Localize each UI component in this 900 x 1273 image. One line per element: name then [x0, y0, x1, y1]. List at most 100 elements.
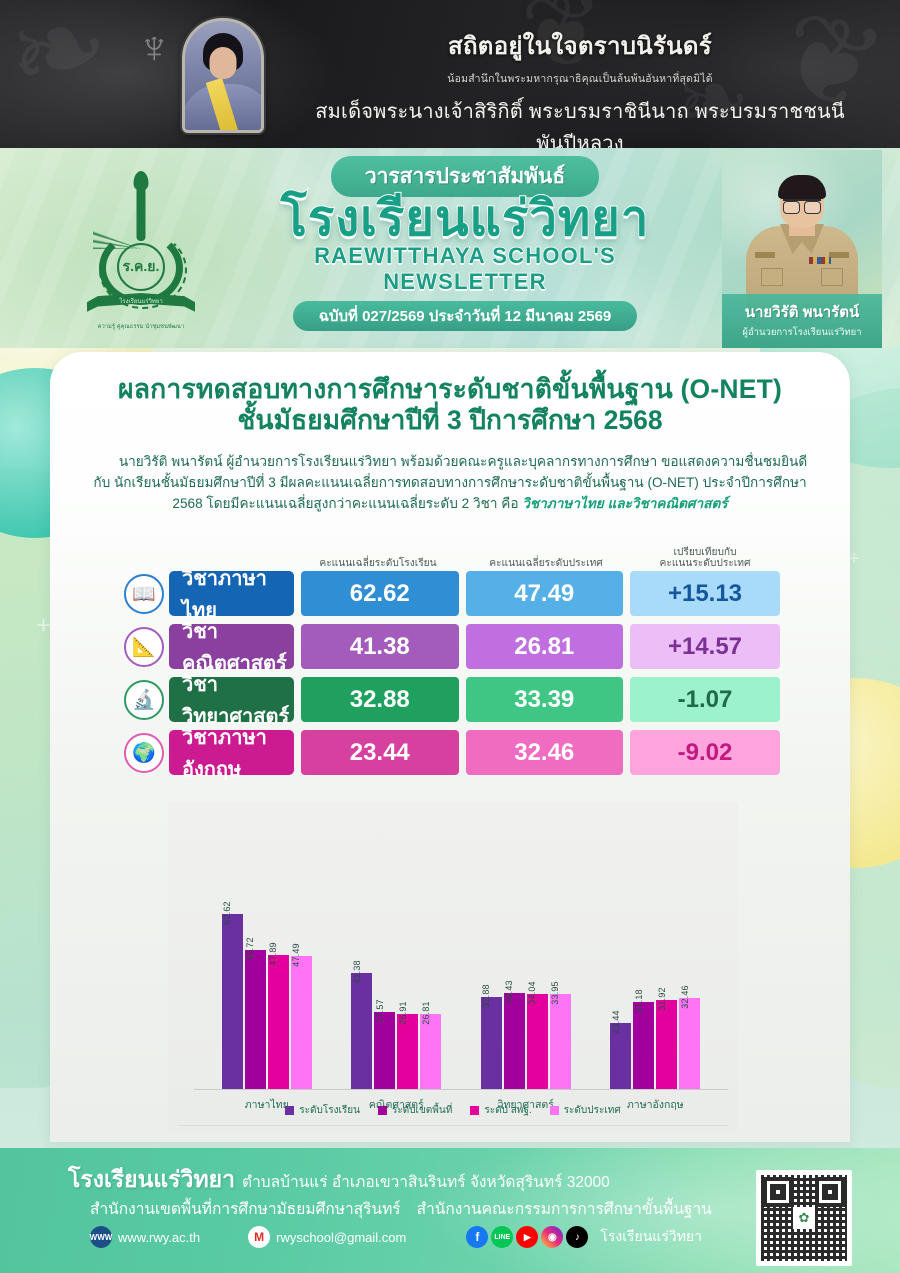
footer-office-2: สำนักงานคณะกรรมการการศึกษาขั้นพื้นฐาน [416, 1201, 712, 1218]
footer-contacts: WWW www.rwy.ac.th M rwyschool@gmail.com … [90, 1226, 702, 1248]
banner-title-english: RAEWITTHAYA SCHOOL'S NEWSLETTER [313, 242, 616, 294]
chart-category-label: วิทยาศาสตร์ [497, 1099, 554, 1111]
table-row: 📖 วิชาภาษาไทย 62.62 47.49 +15.13 [124, 568, 780, 622]
director-name: นายวิรัติ พนารัตน์ [744, 304, 860, 321]
chart-plot-area: 62.62 49.72 47.89 47.49 ภาษาไทย 41.38 27.57 26.… [202, 849, 721, 1111]
legend-item: ระดับเขตพื้นที่ [377, 1103, 452, 1118]
chart-bar: 26.81 [420, 1001, 442, 1089]
director-nameplate: นายวิรัติ พนารัตน์ ผู้อำนวยการโรงเรียนแร… [722, 294, 882, 348]
bar-value-label: 47.89 [268, 942, 279, 966]
ornament-flourish-icon: ❧ [0, 0, 122, 126]
chart-bar: 32.46 [679, 985, 701, 1089]
headline-line-2: ชั้นมัธยมศึกษาปีที่ 3 ปีการศึกษา 2568 [237, 405, 663, 436]
emblem-motto: ความรู้ คู่คุณธรรม นำชุมชนพัฒนา [97, 324, 185, 330]
chart-legend: ระดับโรงเรียน ระดับเขตพื้นที่ ระดับ สพฐ. ระ… [168, 1103, 738, 1118]
school-score: 32.88 [301, 677, 459, 722]
footer-offices: สำนักงานเขตพื้นที่การศึกษามัธยมศึกษาสุริ… [90, 1196, 728, 1221]
director-photo-card: นายวิรัติ พนารัตน์ ผู้อำนวยการโรงเรียนแร… [722, 150, 882, 348]
tiktok-icon[interactable]: ♪ [566, 1226, 589, 1248]
royal-line-3: สมเด็จพระนางเจ้าสิริกิติ์ พระบรมราชินีนา… [315, 101, 845, 148]
page-title: ผลการทดสอบทางการศึกษาระดับชาติขั้นพื้นฐา… [50, 374, 850, 437]
legend-swatch [377, 1106, 387, 1115]
footer-address: ตำบลบ้านแร่ อำเภอเขวาสินรินทร์ จังหวัดสุ… [242, 1174, 610, 1191]
open-book-thai-flag-icon: 📖 [124, 573, 164, 614]
subject-name: วิชาวิทยาศาสตร์ [169, 674, 294, 728]
table-row: 📐 วิชาคณิตศาสตร์ 41.38 26.81 +14.57 [124, 621, 780, 675]
bar-value-label: 34.04 [527, 980, 538, 1005]
school-emblem-logo: ร.ค.ย. โรงเรียนแร่วิทยา ความรู้ คู่คุณธร… [82, 162, 200, 334]
subject-name: วิชาคณิตศาสตร์ [169, 621, 294, 675]
paragraph-text: นายวิรัติ พนารัตน์ ผู้อำนวยการโรงเรียนแร… [93, 453, 808, 511]
facebook-icon[interactable]: f [466, 1226, 489, 1248]
legend-label: ระดับประเทศ [563, 1105, 621, 1116]
legend-swatch [285, 1106, 295, 1115]
compass-calculator-icon: 📐 [124, 626, 164, 667]
national-score: 33.39 [465, 677, 623, 722]
bar-value-label: 34.43 [504, 979, 515, 1004]
chart-group: 23.44 31.18 31.92 32.46 ภาษาอังกฤษ [591, 849, 721, 1111]
body-paragraph: นายวิรัติ พนารัตน์ ผู้อำนวยการโรงเรียนแร… [92, 451, 808, 514]
legend-swatch [549, 1106, 559, 1115]
score-difference: +15.13 [630, 571, 780, 616]
instagram-icon[interactable]: ◉ [541, 1226, 564, 1248]
gmail-icon: M [248, 1226, 271, 1248]
globe-icon: WWW [90, 1226, 112, 1248]
royal-line-1: สถิตอยู่ในใจตราบนิรันดร์ [448, 33, 712, 60]
bar-value-label: 26.81 [420, 1001, 431, 1025]
table-row: 🔬 วิชาวิทยาศาสตร์ 32.88 33.39 -1.07 [124, 674, 780, 728]
national-score: 26.81 [465, 624, 623, 669]
legend-label: ระดับ สพฐ. [484, 1105, 532, 1116]
legend-item: ระดับโรงเรียน [285, 1103, 360, 1118]
banner-titles: วารสารประชาสัมพันธ์ โรงเรียนแร่วิทยา RAE… [230, 156, 700, 331]
chart-bar: 49.72 [244, 937, 266, 1089]
table-header-compare: เปรียบเทียบกับ คะแนนระดับประเทศ [659, 546, 751, 570]
school-emblem-icon: ร.ค.ย. โรงเรียนแร่วิทยา ความรู้ คู่คุณธร… [85, 171, 197, 330]
bar-value-label: 23.44 [610, 1010, 621, 1035]
microscope-flask-icon: 🔬 [124, 679, 164, 720]
footer-website-link[interactable]: WWW www.rwy.ac.th [90, 1226, 200, 1248]
footer-social-links[interactable]: f LINE ▶ ◉ ♪ โรงเรียนแร่วิทยา [466, 1226, 702, 1248]
globe-uk-flag-icon: 🌍 [124, 732, 164, 773]
subject-name: วิชาภาษาไทย [169, 568, 294, 622]
table-body: 📖 วิชาภาษาไทย 62.62 47.49 +15.13 📐 วิชาคณิตศาส… [124, 568, 780, 781]
page-footer: โรงเรียนแร่วิทยา ตำบลบ้านแร่ อำเภอเขวาสิน… [0, 1148, 900, 1273]
royal-tribute-header: ❧ ❦ ❧ ❦ ♆ สถิตอยู่ในใจตราบนิรันดร์ น้อมส… [0, 0, 900, 148]
plus-decoration-icon: + [36, 610, 52, 640]
emblem-initials: ร.ค.ย. [117, 243, 165, 291]
footer-social-label: โรงเรียนแร่วิทยา [600, 1228, 702, 1244]
chart-bar: 31.92 [656, 987, 678, 1089]
school-score: 41.38 [301, 624, 459, 669]
legend-swatch [470, 1106, 480, 1115]
emblem-ribbon-text: โรงเรียนแร่วิทยา [119, 299, 163, 305]
subject-name: วิชาภาษาอังกฤษ [169, 727, 294, 781]
table-row: 🌍 วิชาภาษาอังกฤษ 23.44 32.46 -9.02 [124, 727, 780, 781]
chart-bar: 32.88 [480, 984, 502, 1089]
bar-value-label: 62.62 [222, 900, 233, 925]
chart-group: 41.38 27.57 26.91 26.81 คณิตศาสตร์ [332, 849, 462, 1111]
qr-code[interactable]: ✿ [756, 1170, 852, 1266]
footer-school-name: โรงเรียนแร่วิทยา [68, 1166, 235, 1192]
chart-bar: 27.57 [374, 999, 396, 1089]
headline-line-1: ผลการทดสอบทางการศึกษาระดับชาติขั้นพื้นฐา… [117, 374, 783, 404]
footer-email-link[interactable]: M rwyschool@gmail.com [248, 1226, 406, 1248]
chart-bar: 62.62 [221, 901, 243, 1089]
table-header-school: คะแนนเฉลี่ยระดับโรงเรียน [319, 558, 437, 570]
footer-website-text: www.rwy.ac.th [118, 1229, 201, 1245]
footer-email-text: rwyschool@gmail.com [276, 1229, 407, 1245]
footer-school-line: โรงเรียนแร่วิทยา ตำบลบ้านแร่ อำเภอเขวาสิน… [68, 1162, 610, 1198]
bar-value-label: 31.92 [656, 986, 667, 1011]
chart-bar: 41.38 [351, 960, 373, 1089]
chart-group: 62.62 49.72 47.89 47.49 ภาษาไทย [202, 849, 332, 1111]
score-difference: -9.02 [630, 730, 780, 775]
plus-decoration-icon: + [848, 548, 860, 570]
bar-value-label: 31.18 [633, 988, 644, 1013]
paragraph-emphasis: วิชาภาษาไทย และวิชาคณิตศาสตร์ [522, 495, 728, 511]
chart-bar: 33.95 [549, 981, 571, 1089]
line-icon[interactable]: LINE [491, 1226, 514, 1248]
bar-value-label: 41.38 [351, 960, 362, 984]
legend-label: ระดับโรงเรียน [299, 1105, 360, 1116]
school-score: 62.62 [301, 571, 459, 616]
content-card: ผลการทดสอบทางการศึกษาระดับชาติขั้นพื้นฐา… [50, 352, 850, 1142]
bar-value-label: 26.91 [397, 1000, 408, 1025]
youtube-icon[interactable]: ▶ [516, 1226, 539, 1248]
